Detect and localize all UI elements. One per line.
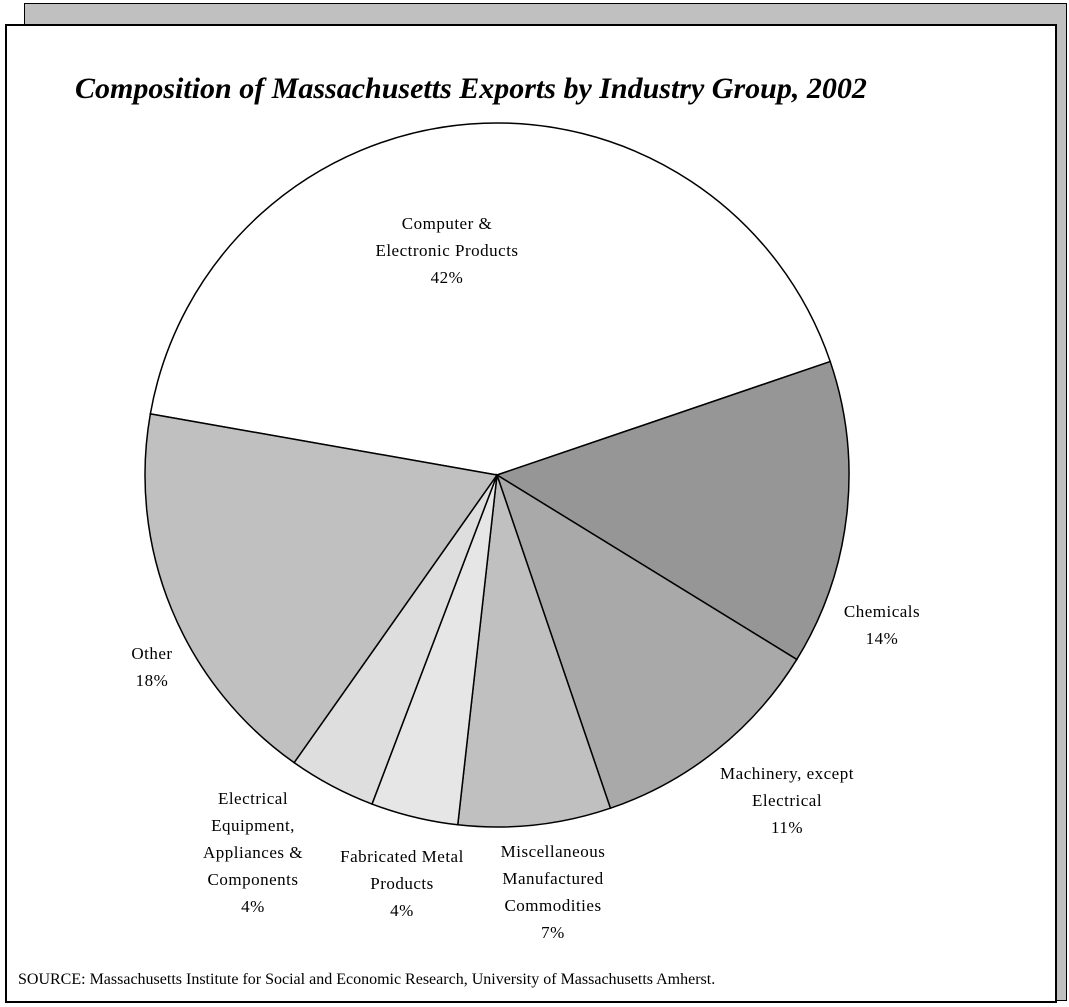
slice-value: 18% xyxy=(135,671,169,690)
slice-label: Electrical Equipment, Appliances & Compo… xyxy=(201,785,305,920)
slice-name: Machinery, except Electrical xyxy=(720,764,854,810)
slice-label: Miscellaneous Manufactured Commodities 7% xyxy=(494,838,612,946)
slice-label: Computer & Electronic Products 42% xyxy=(367,210,527,291)
pie-slice xyxy=(144,413,499,764)
slice-name: Chemicals xyxy=(843,602,921,621)
slice-name: Miscellaneous Manufactured Commodities xyxy=(500,842,606,915)
slice-label: Fabricated Metal Products 4% xyxy=(338,843,466,924)
slice-name: Computer & Electronic Products xyxy=(375,214,519,260)
source-note: SOURCE: Massachusetts Institute for Soci… xyxy=(18,971,716,988)
slice-value: 11% xyxy=(770,818,804,837)
pie-slice xyxy=(495,360,850,661)
pie-slice xyxy=(456,474,612,828)
slice-value: 42% xyxy=(430,268,464,287)
pie-slice xyxy=(149,122,832,476)
slice-label: Chemicals 14% xyxy=(822,598,942,652)
slice-label: Other 18% xyxy=(112,640,192,694)
slice-label: Machinery, except Electrical 11% xyxy=(715,760,860,841)
slice-value: 4% xyxy=(390,901,414,920)
slice-value: 7% xyxy=(541,923,565,942)
chart-title: Composition of Massachusetts Exports by … xyxy=(75,72,867,105)
slice-name: Fabricated Metal Products xyxy=(340,847,464,893)
slice-name: Electrical Equipment, Appliances & Compo… xyxy=(203,789,303,889)
slice-name: Other xyxy=(131,644,173,663)
pie-slice xyxy=(495,473,798,810)
slice-value: 4% xyxy=(241,897,265,916)
slice-value: 14% xyxy=(865,629,899,648)
